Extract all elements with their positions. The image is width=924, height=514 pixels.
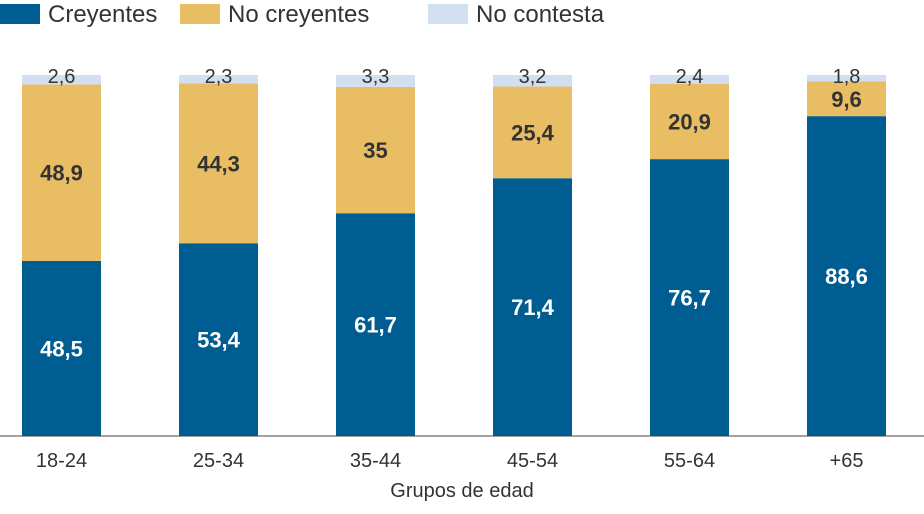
bar-no-creyentes-55-64 [650, 83, 729, 160]
legend-label-no-contesta: No contesta [476, 1, 605, 28]
bar-no-creyentes-18-24 [22, 84, 101, 261]
data-label-creyentes-+65: 88,6 [825, 264, 868, 289]
legend-swatch-no-creyentes [180, 4, 220, 24]
bars: 48,5 48,9 2,6 53,4 44,3 2,3 61,7 35 3,3 71,4 25,4 3… [22, 66, 886, 437]
bar-creyentes-18-24 [22, 260, 101, 436]
x-axis-title: Grupos de edad [390, 480, 533, 502]
bar-no-contesta-35-44 [336, 75, 415, 87]
legend-swatch-no-contesta [428, 4, 468, 24]
x-tick-label: 18-24 [36, 450, 87, 472]
data-label-no-creyentes-35-44: 35 [363, 138, 387, 163]
data-label-creyentes-35-44: 61,7 [354, 313, 397, 338]
bar-creyentes-25-34 [179, 243, 258, 436]
data-label-no-contesta-+65: 1,8 [833, 66, 861, 88]
data-label-creyentes-55-64: 76,7 [668, 286, 711, 311]
data-label-no-creyentes-55-64: 20,9 [668, 109, 711, 134]
x-tick-label: 45-54 [507, 450, 558, 472]
data-label-no-creyentes-45-54: 25,4 [511, 120, 555, 145]
bar-no-creyentes-+65 [807, 81, 886, 117]
data-label-creyentes-25-34: 53,4 [197, 328, 241, 353]
bar-creyentes-55-64 [650, 159, 729, 436]
x-tick-label: 35-44 [350, 450, 401, 472]
data-label-no-creyentes-25-34: 44,3 [197, 151, 240, 176]
data-label-creyentes-45-54: 71,4 [511, 295, 555, 320]
x-tick-label: 55-64 [664, 450, 715, 472]
x-tick-labels: 18-24 25-34 35-44 45-54 55-64 +65 [36, 450, 864, 472]
bar-creyentes-45-54 [493, 178, 572, 436]
data-label-no-contesta-25-34: 2,3 [205, 66, 233, 88]
bar-no-contesta-55-64 [650, 75, 729, 84]
data-label-no-creyentes-18-24: 48,9 [40, 161, 83, 186]
bar-no-contesta-25-34 [179, 75, 258, 84]
x-tick-label: +65 [830, 450, 864, 472]
legend-label-no-creyentes: No creyentes [228, 1, 369, 28]
bar-creyentes-+65 [807, 116, 886, 437]
bar-no-creyentes-25-34 [179, 83, 258, 244]
data-label-creyentes-18-24: 48,5 [40, 336, 83, 361]
data-label-no-contesta-18-24: 2,6 [48, 66, 76, 88]
bar-no-creyentes-35-44 [336, 86, 415, 214]
legend-swatch-creyentes [0, 4, 40, 24]
data-label-no-creyentes-+65: 9,6 [831, 87, 862, 112]
bar-no-contesta-+65 [807, 75, 886, 82]
data-label-no-contesta-35-44: 3,3 [362, 66, 390, 88]
bar-no-contesta-45-54 [493, 75, 572, 87]
x-tick-label: 25-34 [193, 450, 244, 472]
data-label-no-contesta-55-64: 2,4 [676, 66, 704, 88]
bar-no-creyentes-45-54 [493, 86, 572, 179]
data-label-no-contesta-45-54: 3,2 [519, 66, 547, 88]
bar-no-contesta-18-24 [22, 75, 101, 85]
bar-creyentes-35-44 [336, 213, 415, 436]
legend-label-creyentes: Creyentes [48, 1, 157, 28]
legend: Creyentes No creyentes No contesta [0, 1, 605, 28]
